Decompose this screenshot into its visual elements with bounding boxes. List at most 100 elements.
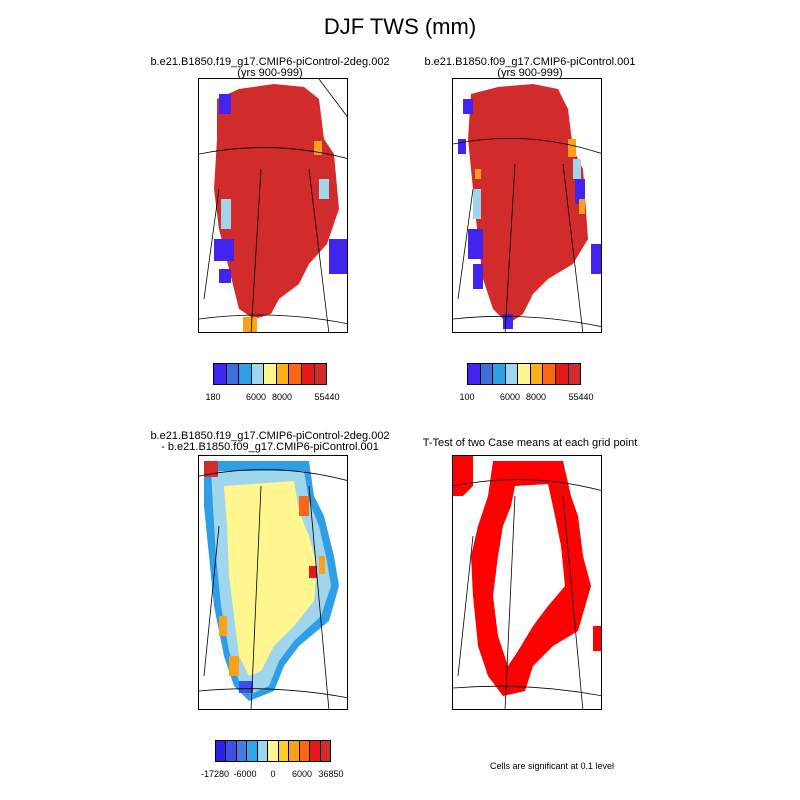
panel-4-meridian-line xyxy=(562,495,584,709)
colorbar-swatch xyxy=(543,364,556,384)
panel-1-latitude-line xyxy=(199,147,347,159)
panel-2-colorbar-tick: 55440 xyxy=(568,392,594,402)
panel-3-colorbar xyxy=(215,740,331,762)
panel-4-significant-cells xyxy=(453,456,601,696)
panel-2-colorbar-tick: 100 xyxy=(459,392,475,402)
panel-3-map-svg xyxy=(199,461,347,709)
panel-1-meridian-line xyxy=(318,79,347,117)
panel-2-coast-cell xyxy=(458,139,466,154)
colorbar-swatch xyxy=(236,741,248,761)
colorbar-swatch xyxy=(568,364,581,384)
panel-2-ice-sheet xyxy=(468,84,588,324)
colorbar-swatch xyxy=(239,364,252,384)
panel-2-meridian-line xyxy=(504,163,516,332)
panel-1-latitude-line xyxy=(199,314,347,325)
panel-3-latitude-line xyxy=(199,688,347,699)
colorbar-swatch xyxy=(257,741,269,761)
panel-3-latitude-line xyxy=(199,469,347,481)
panel-4-note: Cells are significant at 0.1 level xyxy=(489,761,615,771)
panel-3-colorbar-tick: 6000 xyxy=(291,769,313,779)
panel-2-colorbar xyxy=(467,363,581,385)
panel-1-coast-cell xyxy=(319,179,329,199)
panel-1-title-line1: b.e21.B1850.f19_g17.CMIP6-piControl-2deg… xyxy=(150,56,390,68)
panel-3-coast-cell xyxy=(299,496,309,516)
panel-1-title-line2: (yrs 900-999) xyxy=(237,67,303,79)
panel-3-colorbar-tick: 0 xyxy=(270,769,276,779)
panel-3-colorbar-tick: 36850 xyxy=(318,769,344,779)
panel-2-coast-cell xyxy=(463,99,473,114)
panel-2-meridian-line xyxy=(562,163,584,332)
colorbar-swatch xyxy=(555,364,569,384)
panel-2-title: b.e21.B1850.f09_g17.CMIP6-piControl.001 … xyxy=(380,57,680,79)
panel-1-meridian-line xyxy=(203,188,220,300)
panel-2-coast-cell xyxy=(579,199,585,214)
colorbar-swatch xyxy=(299,741,311,761)
panel-1-colorbar-tick: 180 xyxy=(205,392,221,402)
colorbar-swatch xyxy=(310,741,321,761)
panel-2-coast-cell xyxy=(591,244,601,274)
panel-1-ice-sheet xyxy=(214,84,339,319)
panel-4-title-line1: T-Test of two Case means at each grid po… xyxy=(422,437,638,449)
panel-3-map xyxy=(198,455,348,710)
panel-3-coast-cell xyxy=(239,681,253,693)
main-title: DJF TWS (mm) xyxy=(323,14,477,39)
panel-4-map-svg xyxy=(453,456,601,709)
colorbar-swatch xyxy=(247,741,258,761)
panel-2-title-line1: b.e21.B1850.f09_g17.CMIP6-piControl.001 xyxy=(424,56,636,68)
colorbar-swatch xyxy=(301,364,315,384)
panel-2-colorbar-tick: 8000 xyxy=(525,392,547,402)
panel-1-meridian-line xyxy=(250,168,262,332)
panel-2-coast-cell xyxy=(568,139,576,157)
panel-1-meridian-line xyxy=(308,168,330,332)
panel-4-latitude-line xyxy=(453,479,601,491)
panel-4-meridian-line xyxy=(504,495,516,709)
panel-1-map xyxy=(198,78,348,333)
panel-2-meridian-line xyxy=(457,188,474,300)
panel-1-colorbar-tick: 6000 xyxy=(245,392,267,402)
colorbar-swatch xyxy=(518,364,531,384)
panel-4-meridian-line xyxy=(457,535,474,677)
colorbar-swatch xyxy=(505,364,519,384)
panel-3-meridian-line xyxy=(250,485,262,709)
panel-3-coast-cell xyxy=(229,656,239,676)
panel-1-colorbar-tick: 8000 xyxy=(271,392,293,402)
colorbar-swatch xyxy=(276,364,290,384)
panel-1-map-svg xyxy=(199,79,347,332)
panel-1-coast-cell xyxy=(219,269,231,283)
panel-2-colorbar-tick: 6000 xyxy=(499,392,521,402)
panel-3-title: b.e21.B1850.f19_g17.CMIP6-piControl-2deg… xyxy=(120,431,420,453)
colorbar-swatch xyxy=(480,364,494,384)
panel-3-meridian-line xyxy=(203,525,220,677)
panel-2-coast-cell xyxy=(468,229,483,259)
panel-1-colorbar-tick: 55440 xyxy=(314,392,340,402)
panel-2-coast-cell xyxy=(575,179,585,204)
colorbar-swatch xyxy=(314,364,327,384)
colorbar-swatch xyxy=(226,364,240,384)
colorbar-swatch xyxy=(278,741,290,761)
colorbar-swatch xyxy=(320,741,330,761)
panel-3-coast-cell xyxy=(219,616,227,636)
colorbar-swatch xyxy=(214,364,227,384)
panel-3-colorbar-tick: -17280 xyxy=(200,769,230,779)
panel-2-coast-cell xyxy=(503,314,513,329)
panel-2-latitude-line xyxy=(453,315,601,328)
panel-2-map-svg xyxy=(453,84,601,332)
panel-3-interior xyxy=(224,481,317,676)
colorbar-swatch xyxy=(251,364,265,384)
panel-1-coast-cell xyxy=(221,199,231,229)
panel-2-title-line2: (yrs 900-999) xyxy=(497,67,563,79)
panel-2-coast-cell xyxy=(573,159,581,179)
panel-1-coast-cell xyxy=(314,141,322,155)
panel-3-title-line2: - b.e21.B1850.f09_g17.CMIP6-piControl.00… xyxy=(161,441,379,453)
panel-3-coast-cell xyxy=(309,566,317,578)
panel-3-meridian-line xyxy=(308,485,330,709)
colorbar-swatch xyxy=(226,741,237,761)
panel-1-coast-cell xyxy=(214,239,234,261)
colorbar-swatch xyxy=(289,741,300,761)
colorbar-swatch xyxy=(289,364,302,384)
panel-1-coast-cell xyxy=(243,317,257,332)
panel-1-title: b.e21.B1850.f19_g17.CMIP6-piControl-2deg… xyxy=(120,57,420,79)
panel-1-coast-cell xyxy=(329,239,347,274)
colorbar-swatch xyxy=(493,364,506,384)
panel-2-map xyxy=(452,78,602,333)
